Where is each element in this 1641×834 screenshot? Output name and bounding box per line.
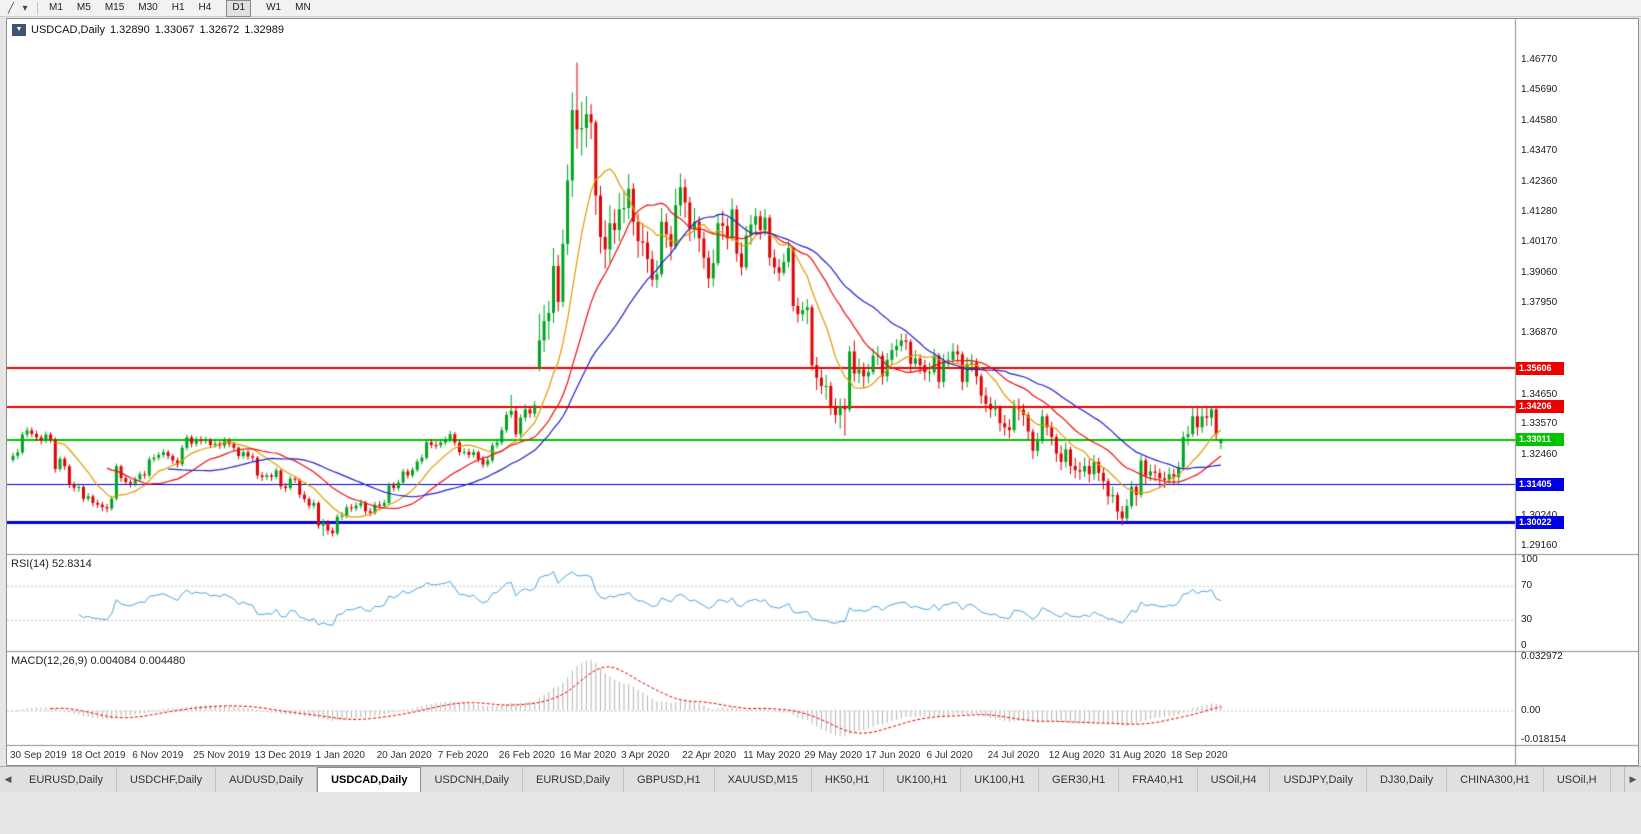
price-line-badge: 1.30022 [1516, 515, 1564, 529]
chart-tab-usoil-h4[interactable]: USOil,H4 [1198, 767, 1271, 792]
rsi-level-label: 70 [1521, 579, 1533, 591]
date-axis-label: 3 Apr 2020 [621, 750, 670, 761]
date-axis-label: 29 May 2020 [804, 750, 863, 761]
tabs-scroll-left-icon[interactable]: ◀ [0, 767, 16, 792]
timeframe-button-m5[interactable]: M5 [76, 1, 91, 13]
chart-tab-audusd-daily[interactable]: AUDUSD,Daily [216, 767, 318, 792]
timeframe-button-d1[interactable]: D1 [226, 0, 252, 17]
macd-level-label: -0.018154 [1521, 734, 1567, 745]
chart-tab-usoil-h[interactable]: USOil,H [1544, 767, 1611, 792]
timeframe-button-m30[interactable]: M30 [138, 1, 158, 13]
chart-tab-hk50-h1[interactable]: HK50,H1 [812, 767, 884, 792]
price-chart-canvas[interactable] [7, 19, 1638, 765]
chart-tabs: EURUSD,Daily USDCHF,Daily AUDUSD,Daily USDC… [16, 767, 1627, 792]
chart-tab-bar: ◀ EURUSD,Daily USDCHF,Daily AUDUSD,Daily US… [0, 766, 1641, 792]
date-axis-label: 24 Jul 2020 [987, 750, 1040, 761]
price-axis-label: 1.32460 [1521, 448, 1558, 460]
chart-tab-xauusd-m15[interactable]: XAUUSD,M15 [715, 767, 812, 792]
chart-tab-usdchf-daily[interactable]: USDCHF,Daily [117, 767, 217, 792]
timeframe-button-mn[interactable]: MN [295, 1, 311, 13]
rsi-level-label: 100 [1521, 554, 1538, 565]
price-axis-label: 1.40170 [1521, 236, 1558, 248]
date-axis-label: 6 Jul 2020 [926, 750, 973, 761]
date-axis-label: 22 Apr 2020 [682, 750, 737, 761]
price-axis-label: 1.44580 [1521, 114, 1558, 126]
timeframe-button-m15[interactable]: M15 [104, 1, 125, 13]
date-axis-label: 30 Sep 2019 [10, 750, 67, 761]
macd-indicator-label: MACD(12,26,9) 0.004084 0.004480 [11, 655, 186, 667]
chart-tab-uk100-h1[interactable]: UK100,H1 [961, 767, 1040, 792]
chart-tab-uk100-h1[interactable]: UK100,H1 [884, 767, 962, 792]
timeframe-button-w1[interactable]: W1 [266, 1, 282, 13]
chart-tab-ger30-h1[interactable]: GER30,H1 [1039, 767, 1120, 792]
price-axis-label: 1.41280 [1521, 205, 1558, 217]
macd-level-label: 0.032972 [1521, 651, 1563, 662]
chart-tab-usdcad-daily[interactable]: USDCAD,Daily [317, 767, 422, 792]
macd-level-label: 0.00 [1521, 704, 1541, 716]
price-axis-label: 1.36870 [1521, 327, 1558, 339]
chart-tab-usdjpy-daily[interactable]: USDJPY,Daily [1270, 767, 1367, 792]
bar-low-value: 1.32672 [199, 24, 240, 36]
date-axis-label: 26 Feb 2020 [498, 750, 555, 761]
price-line-badge: 1.33011 [1516, 433, 1564, 447]
date-axis-label: 13 Dec 2019 [254, 750, 312, 761]
toolbar-separator [37, 1, 38, 15]
symbol-period-label: USDCAD,Daily [31, 24, 105, 36]
chart-title: ▼ USDCAD,Daily 1.32890 1.33067 1.32672 1… [12, 24, 284, 36]
price-axis-label: 1.39060 [1521, 266, 1558, 278]
date-axis-label: 1 Jan 2020 [315, 750, 366, 761]
timeframe-button-m1[interactable]: M1 [49, 1, 63, 13]
price-axis-label: 1.46770 [1521, 54, 1558, 66]
price-axis-label: 1.33570 [1521, 418, 1558, 430]
date-axis-label: 16 Mar 2020 [559, 750, 617, 761]
rsi-indicator-label: RSI(14) 52.8314 [11, 558, 92, 570]
timeframe-button-h4[interactable]: H4 [198, 1, 212, 13]
chart-tab-fra40-h1[interactable]: FRA40,H1 [1119, 767, 1198, 792]
date-axis-label: 25 Nov 2019 [193, 750, 251, 761]
tabs-scroll-right-icon[interactable]: ▶ [1624, 767, 1641, 792]
rsi-level-label: 0 [1521, 640, 1527, 651]
price-line-badge: 1.34206 [1516, 400, 1564, 414]
dropdown-caret-icon[interactable]: ▾ [22, 2, 28, 14]
bar-high-value: 1.33067 [154, 24, 195, 36]
date-axis-label: 7 Feb 2020 [437, 750, 489, 761]
date-axis-label: 20 Jan 2020 [376, 750, 432, 761]
chart-tab-usdcnh-daily[interactable]: USDCNH,Daily [421, 767, 524, 792]
bar-close-value: 1.32989 [244, 24, 285, 36]
price-axis-label: 1.29160 [1521, 539, 1558, 551]
chart-tab-china300-h1[interactable]: CHINA300,H1 [1447, 767, 1544, 792]
chart-tab-eurusd-daily[interactable]: EURUSD,Daily [16, 767, 117, 792]
price-axis-label: 1.45690 [1521, 83, 1558, 95]
collapse-arrow-icon[interactable]: ▼ [12, 24, 26, 36]
date-axis-label: 18 Oct 2019 [71, 750, 126, 761]
timeframe-toolbar: ╱ ▾ M1 M5 M15 M30 H1 H4 D1 W1 MN [0, 0, 1641, 17]
bar-open-value: 1.32890 [109, 24, 150, 36]
date-axis-label: 17 Jun 2020 [865, 750, 921, 761]
price-axis-label: 1.42360 [1521, 175, 1558, 187]
date-axis-label: 6 Nov 2019 [132, 750, 184, 761]
price-line-badge: 1.31405 [1516, 477, 1564, 491]
price-axis-label: 1.43470 [1521, 145, 1558, 157]
chart-tab-dj30-daily[interactable]: DJ30,Daily [1367, 767, 1448, 792]
rsi-level-label: 30 [1521, 614, 1533, 626]
chart-window: ▼ USDCAD,Daily 1.32890 1.33067 1.32672 1… [6, 18, 1639, 766]
timeframe-button-h1[interactable]: H1 [171, 1, 185, 13]
price-axis-label: 1.37950 [1521, 297, 1558, 309]
price-axis-label: 1.30240 [1521, 510, 1557, 521]
chart-tab-gbpusd-h1[interactable]: GBPUSD,H1 [624, 767, 715, 792]
price-axis-label: 1.34650 [1521, 388, 1558, 400]
date-axis-label: 31 Aug 2020 [1109, 750, 1166, 761]
date-axis-label: 12 Aug 2020 [1048, 750, 1105, 761]
line-tool-icon[interactable]: ╱ [7, 2, 15, 14]
chart-tab-eurusd-daily[interactable]: EURUSD,Daily [523, 767, 624, 792]
date-axis-label: 11 May 2020 [743, 750, 801, 761]
date-axis-label: 18 Sep 2020 [1170, 750, 1228, 761]
timeframe-buttons: M1 M5 M15 M30 H1 H4 D1 W1 MN [43, 0, 317, 17]
price-line-badge: 1.35606 [1516, 361, 1564, 375]
